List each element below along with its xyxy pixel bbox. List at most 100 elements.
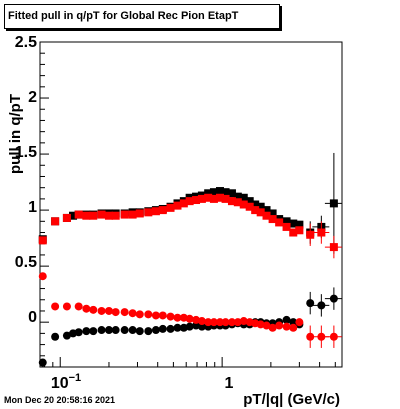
data-point-circle	[82, 304, 91, 313]
data-point-circle	[185, 322, 194, 331]
data-point-circle	[62, 302, 71, 311]
data-point-square	[251, 200, 260, 209]
data-point-circle	[104, 326, 113, 335]
data-marks	[38, 152, 342, 367]
data-point-square	[62, 213, 71, 222]
data-point-circle	[135, 310, 144, 319]
data-point-circle	[173, 323, 182, 332]
data-point-square	[329, 199, 338, 208]
data-point-square	[89, 211, 98, 220]
x-tick-label-0.1: 10−1	[51, 372, 81, 392]
data-point-circle	[209, 318, 218, 327]
data-point-square	[233, 192, 242, 201]
data-point-square	[239, 200, 248, 209]
data-point-circle	[197, 322, 206, 331]
data-point-square	[306, 230, 315, 239]
x-axis-title: pT/|q| (GeV/c)	[243, 391, 340, 408]
data-point-circle	[74, 328, 83, 337]
data-point-circle	[268, 323, 277, 332]
data-point-square	[317, 228, 326, 237]
data-point-square	[144, 208, 153, 217]
data-point-circle	[89, 327, 98, 336]
data-point-square	[282, 222, 291, 231]
data-point-square	[245, 202, 254, 211]
data-point-circle	[89, 305, 98, 314]
data-point-circle	[166, 324, 175, 333]
data-point-circle	[289, 318, 298, 327]
data-point-square	[111, 211, 120, 220]
data-point-square	[295, 226, 304, 235]
data-point-circle	[329, 332, 338, 341]
data-point-square	[262, 211, 271, 220]
data-point-circle	[120, 326, 129, 335]
data-point-square	[120, 210, 129, 219]
data-point-square	[51, 217, 60, 226]
y-tick-label-0.5: 0.5	[15, 254, 37, 271]
data-point-circle	[111, 326, 120, 335]
data-point-circle	[197, 317, 206, 326]
y-tick-label-2: 2	[28, 89, 37, 106]
data-point-square	[135, 209, 144, 218]
data-point-circle	[104, 306, 113, 315]
data-point-square	[282, 217, 291, 226]
data-point-circle	[128, 309, 137, 318]
data-point-circle	[173, 313, 182, 322]
data-point-circle	[38, 272, 47, 281]
data-point-square	[82, 211, 91, 220]
data-point-square	[128, 210, 137, 219]
data-point-circle	[282, 322, 291, 331]
data-point-circle	[51, 302, 60, 311]
data-point-circle	[185, 314, 194, 323]
plot-frame	[39, 41, 343, 368]
data-point-circle	[135, 327, 144, 336]
data-point-square	[204, 189, 213, 198]
data-point-circle	[239, 317, 248, 326]
data-point-circle	[151, 311, 160, 320]
data-point-square	[275, 218, 284, 227]
data-point-square	[97, 210, 106, 219]
data-point-square	[158, 206, 167, 215]
data-point-circle	[295, 318, 304, 327]
data-point-square	[227, 197, 236, 206]
y-tick-label-1: 1	[28, 199, 37, 216]
y-tick-label-2.5: 2.5	[15, 34, 37, 51]
data-point-square	[289, 219, 298, 228]
data-point-square	[151, 207, 160, 216]
data-point-circle	[215, 318, 224, 327]
data-point-circle	[227, 318, 236, 327]
data-point-circle	[97, 326, 106, 335]
data-point-circle	[120, 308, 129, 317]
data-point-square	[166, 203, 175, 212]
y-tick-label-0: 0	[28, 309, 37, 326]
data-point-square	[295, 220, 304, 229]
data-point-circle	[144, 310, 153, 319]
data-point-circle	[306, 332, 315, 341]
timestamp: Mon Dec 20 20:58:16 2021	[4, 395, 116, 405]
data-point-square	[173, 201, 182, 210]
data-point-circle	[282, 315, 291, 324]
data-point-square	[192, 196, 201, 205]
data-point-circle	[221, 318, 230, 327]
data-point-square	[209, 188, 218, 197]
data-point-square	[239, 193, 248, 202]
data-point-square	[227, 189, 236, 198]
data-point-circle	[144, 327, 153, 336]
data-point-circle	[158, 324, 167, 333]
data-point-circle	[158, 311, 167, 320]
data-point-circle	[97, 306, 106, 315]
data-point-square	[251, 206, 260, 215]
data-point-square	[215, 187, 224, 196]
y-axis-title: pull in q/pT	[7, 94, 24, 174]
data-point-circle	[74, 302, 83, 311]
data-point-square	[221, 188, 230, 197]
series-3	[38, 272, 342, 348]
data-point-square	[38, 236, 47, 245]
data-point-circle	[51, 332, 60, 341]
data-point-circle	[151, 326, 160, 335]
data-point-square	[215, 193, 224, 202]
data-point-square	[69, 211, 78, 220]
data-point-circle	[233, 318, 242, 327]
data-point-square	[289, 228, 298, 237]
data-point-circle	[329, 294, 338, 303]
